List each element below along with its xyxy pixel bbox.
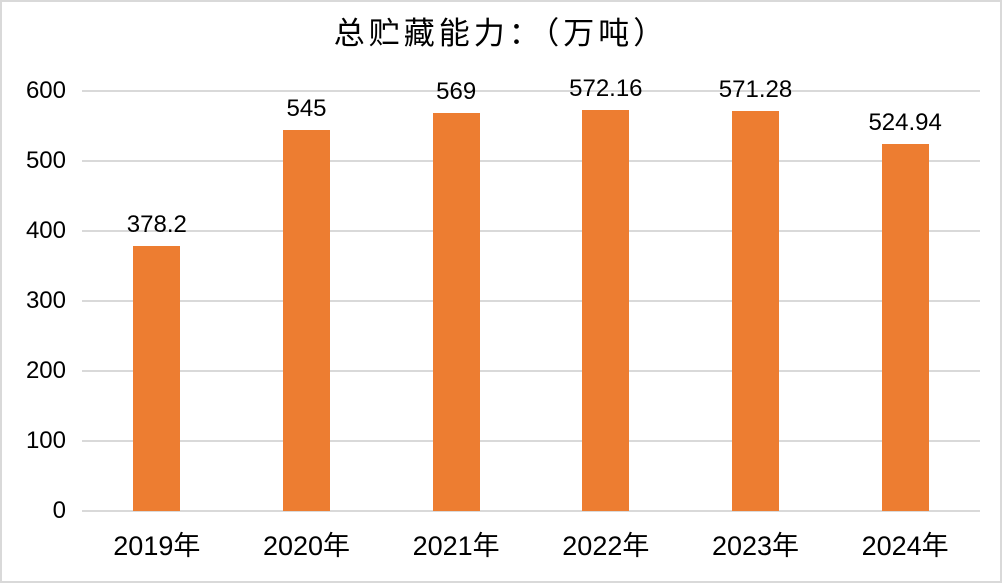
chart-title: 总贮藏能力：（万吨） (333, 16, 669, 52)
y-axis-tick-label: 500 (25, 147, 66, 174)
y-axis-tick-label: 400 (25, 217, 66, 244)
gridline (82, 230, 980, 232)
gridline (82, 370, 980, 372)
x-axis-tick-label: 2024年 (861, 531, 949, 561)
bar-2023年 (732, 111, 779, 511)
bar-2024年 (881, 143, 929, 511)
bar-2019年 (133, 246, 181, 511)
bar-2020年 (283, 129, 330, 511)
x-axis-tick-label: 2020年 (262, 531, 351, 561)
x-axis-tick-label: 2019年 (113, 531, 201, 561)
y-axis-tick-label: 200 (25, 357, 66, 384)
data-label: 571.28 (718, 76, 793, 104)
gridline (82, 160, 980, 162)
y-axis-tick-label: 300 (25, 287, 66, 314)
data-label: 378.2 (126, 211, 187, 239)
y-axis-tick-label: 0 (52, 497, 66, 524)
data-label: 524.94 (868, 108, 942, 136)
bar-2021年 (432, 112, 480, 511)
data-label: 569 (436, 77, 477, 105)
y-axis-tick-label: 600 (25, 77, 66, 104)
data-label: 572.16 (569, 75, 643, 103)
x-axis-line (82, 510, 980, 512)
x-axis-tick-label: 2021年 (412, 531, 500, 561)
gridline (82, 300, 980, 302)
x-axis-tick-label: 2023年 (711, 531, 800, 561)
gridline (82, 90, 980, 92)
y-axis-tick-label: 100 (25, 427, 66, 454)
data-label: 545 (286, 94, 327, 122)
gridline (82, 440, 980, 442)
bar-2022年 (582, 110, 630, 511)
x-axis-tick-label: 2022年 (562, 531, 650, 561)
